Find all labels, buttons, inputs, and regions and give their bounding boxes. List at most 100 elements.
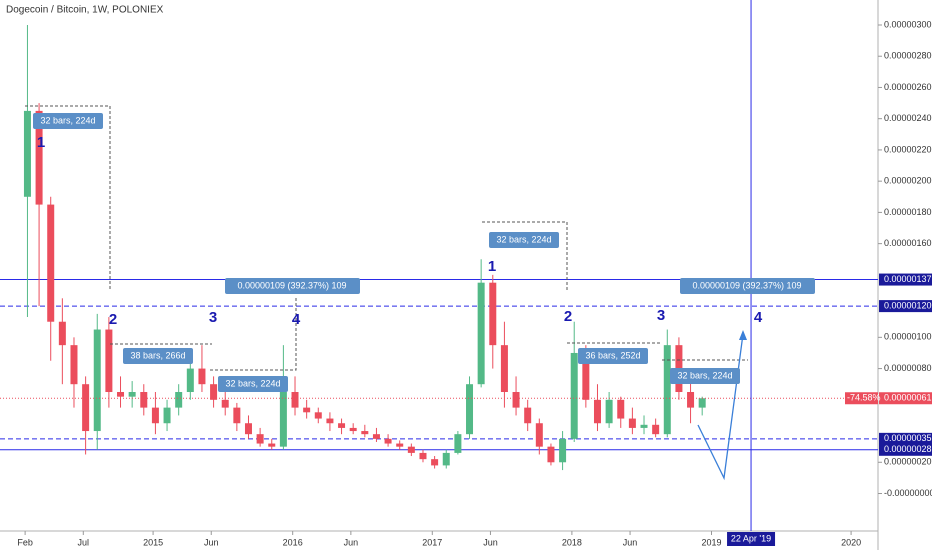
candle-body [186, 368, 194, 393]
candle-body [163, 407, 171, 424]
y-tick-label: 0.00000240 [884, 113, 932, 123]
candle-body [128, 392, 136, 397]
y-tick-label: 0.00000180 [884, 207, 932, 217]
candle-body [407, 446, 415, 453]
candle-body [442, 452, 450, 466]
wave-label: 3 [209, 309, 217, 326]
candle-body [221, 399, 229, 408]
candle-body [47, 204, 55, 322]
candle-body [570, 352, 578, 439]
candle-body [93, 329, 101, 432]
price-label-box [879, 443, 932, 456]
wave-label: 2 [564, 308, 572, 325]
candle-body [361, 431, 369, 435]
candle-body [117, 392, 125, 397]
candle-body [582, 352, 590, 400]
candle-body [349, 427, 357, 432]
date-box [727, 532, 776, 546]
range-label: 0.00000109 (392.37%) 109 [692, 280, 801, 290]
measure-guide [210, 298, 297, 371]
candle-body [35, 110, 43, 205]
measure-label: 32 bars, 224d [225, 378, 280, 388]
candle-body [698, 398, 706, 408]
price-label-box [879, 432, 932, 445]
projection-head [739, 330, 747, 340]
candle-body [489, 282, 497, 346]
measure-label: 38 bars, 266d [130, 350, 185, 360]
price-label-box [879, 273, 932, 286]
candle-body [256, 434, 264, 444]
price-label: 0.00000120 [884, 300, 932, 310]
candle-body [58, 321, 66, 346]
candle-body [326, 418, 334, 424]
measure-label: 32 bars, 224d [496, 234, 551, 244]
candle-body [338, 423, 346, 428]
wave-label: 1 [37, 134, 45, 151]
wave-label: 4 [754, 309, 763, 326]
chart-title: Dogecoin / Bitcoin, 1W, POLONIEX [6, 5, 164, 16]
candle-body [500, 345, 508, 393]
candle-body [628, 418, 636, 428]
range-label: 0.00000109 (392.37%) 109 [237, 280, 346, 290]
date-label: 22 Apr '19 [731, 533, 771, 543]
price-label-box [879, 300, 932, 313]
candle-body [663, 345, 671, 435]
y-tick-label: 0.00000220 [884, 144, 932, 154]
x-tick-label: Jun [483, 537, 498, 547]
candle-body [210, 384, 218, 400]
candle-body [512, 392, 520, 408]
x-tick-label: 2015 [143, 537, 163, 547]
measure-box [123, 348, 193, 364]
candle-body [314, 412, 322, 419]
wave-label: 2 [109, 311, 117, 328]
candle-body [617, 399, 625, 419]
x-tick-label: Jun [204, 537, 219, 547]
candle-body [652, 424, 660, 435]
x-tick-label: Jul [78, 537, 90, 547]
y-tick-label: 0.00000260 [884, 82, 932, 92]
last-price-label: 0.00000061 [884, 393, 932, 403]
measure-box [489, 232, 559, 248]
candle-body [524, 407, 532, 424]
candle-body [82, 384, 90, 432]
candle-body [559, 438, 567, 463]
last-price-box [879, 392, 932, 405]
y-tick-label: 0.00000100 [884, 332, 932, 342]
candle-body [396, 443, 404, 447]
measure-label: 32 bars, 224d [677, 370, 732, 380]
candle-body [291, 392, 299, 408]
y-tick-label: 0.00000080 [884, 363, 932, 373]
x-tick-label: 2020 [841, 537, 861, 547]
measure-box [218, 376, 288, 392]
candle-body [384, 438, 392, 444]
measure-label: 32 bars, 224d [40, 115, 95, 125]
measure-label: 36 bars, 252d [585, 350, 640, 360]
x-tick-label: Feb [17, 537, 33, 547]
y-tick-label: 0.00000280 [884, 51, 932, 61]
candle-body [244, 423, 252, 435]
candle-body [535, 423, 543, 447]
wave-label: 3 [657, 307, 665, 324]
measure-guide [25, 105, 111, 290]
x-tick-label: Jun [344, 537, 359, 547]
candle-body [372, 434, 380, 439]
price-label: 0.00000028 [884, 444, 932, 454]
candle-body [454, 434, 462, 453]
candle-body [466, 384, 474, 435]
candle-body [175, 392, 183, 408]
x-tick-label: 2019 [701, 537, 721, 547]
price-label: 0.00000035 [884, 433, 932, 443]
candle-body [640, 424, 648, 428]
candle-body [605, 399, 613, 424]
candle-body [279, 392, 287, 447]
candle-body [70, 345, 78, 385]
candle-body [547, 446, 555, 463]
measure-box [33, 113, 103, 129]
wave-label: 4 [292, 311, 301, 328]
candle-body [151, 407, 159, 424]
range-box [680, 278, 815, 294]
candle-body [593, 399, 601, 424]
candle-body [431, 459, 439, 466]
candle-body [303, 407, 311, 413]
